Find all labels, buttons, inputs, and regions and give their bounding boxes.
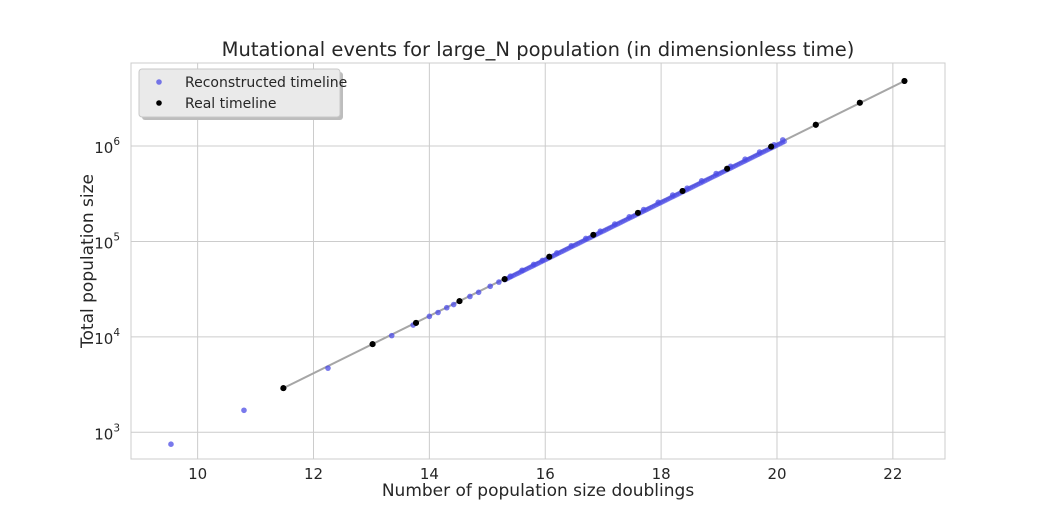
reconstructed-timeline-point [241,407,247,414]
y-tick-label: 105 [94,231,120,252]
y-tick-label: 104 [94,327,120,348]
real-timeline-point [856,99,863,106]
reconstructed-timeline-point [450,301,457,308]
legend: Reconstructed timeline Real timeline [138,68,347,120]
legend-label-real: Real timeline [185,96,277,112]
x-tick-label: 20 [767,465,786,483]
real-timeline-point [280,385,287,392]
x-tick-label: 14 [420,465,439,483]
y-tick-labels: 103 104 105 106 [94,136,120,443]
reconstructed-timeline-point [435,309,441,316]
legend-marker-real [156,100,162,106]
points-group [168,78,908,448]
x-tick-label: 12 [304,465,323,483]
reconstructed-timeline-point [475,289,482,296]
grid [131,63,945,459]
y-tick-label: 106 [94,136,120,157]
reconstructed-timeline-point [426,313,433,320]
reconstructed-timeline-point [325,365,331,371]
real-timeline-point [413,319,420,326]
reconstructed-timeline-point [168,441,174,448]
real-timeline-point [501,276,508,283]
x-tick-labels: 10 12 14 16 18 20 22 [188,465,902,483]
x-tick-label: 22 [883,465,902,483]
plot-area-frame [130,62,946,460]
chart-title: Mutational events for large_N population… [222,38,855,61]
real-timeline-point [456,298,463,305]
legend-label-reconstructed: Reconstructed timeline [185,75,347,91]
real-timeline-point [590,231,597,238]
real-timeline-point [901,78,908,85]
x-tick-label: 18 [652,465,671,483]
x-axis-label: Number of population size doublings [382,481,694,501]
legend-marker-reconstructed [156,79,162,85]
real-timeline-point [812,121,819,128]
real-timeline-point [369,341,376,348]
real-timeline-point [768,143,775,150]
reconstructed-timeline-point [487,283,494,290]
y-axis-label: Total population size [78,174,98,349]
reconstructed-timeline-point [388,332,395,339]
real-timeline-point [546,253,553,260]
x-tick-label: 16 [536,465,555,483]
y-tick-label: 103 [94,422,120,443]
reconstructed-timeline-point [781,138,788,145]
legend-box [138,68,341,118]
real-timeline-point [634,209,641,216]
real-timeline-point [679,187,686,194]
reconstructed-timeline-point [496,279,502,285]
reconstructed-timeline-point [467,293,473,300]
reconstructed-timeline-point [443,304,450,311]
real-timeline-point [724,165,731,172]
x-tick-label: 10 [188,465,207,483]
